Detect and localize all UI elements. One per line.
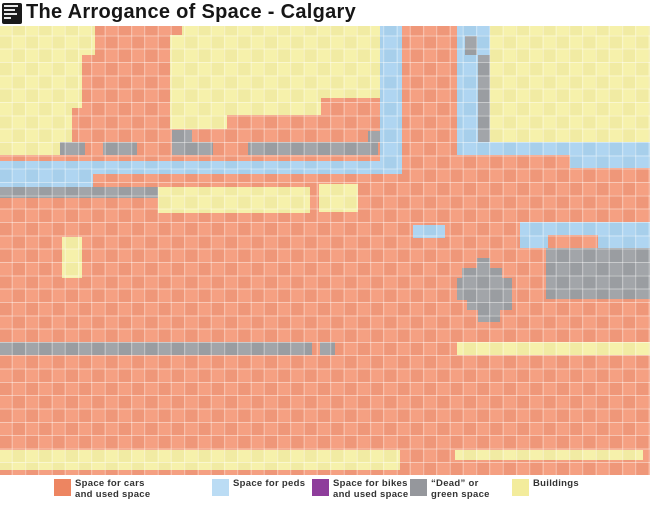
grid-rect-peds <box>598 235 650 248</box>
grid-rect-buildings <box>170 115 227 129</box>
grid-rect-buildings <box>0 142 60 155</box>
legend-label-buildings: Buildings <box>533 478 579 489</box>
grid-rect-buildings <box>0 450 400 470</box>
legend-label-bikes: Space for bikes and used space <box>333 478 409 500</box>
grid-rect-buildings <box>0 55 82 108</box>
grid-rect-buildings <box>170 35 321 115</box>
grid-rect-buildings <box>0 108 72 142</box>
legend-swatch-dead <box>410 479 427 496</box>
grid-rect-dead <box>462 268 502 278</box>
grid-rect-peds <box>0 161 402 174</box>
page-title: The Arrogance of Space - Calgary <box>26 1 357 23</box>
grid-rect-peds <box>413 225 445 238</box>
grid-rect-dead <box>172 130 192 155</box>
grid-rect-dead <box>457 278 512 300</box>
grid-rect-peds <box>0 174 93 187</box>
grid-rect-dead <box>478 55 490 142</box>
grid-rect-buildings <box>457 342 650 355</box>
legend-label-cars: Space for cars and used space <box>75 478 151 500</box>
grid-rect-dead <box>320 342 335 355</box>
legend-label-peds: Space for peds <box>233 478 306 489</box>
grid-rect-dead <box>103 142 137 155</box>
grid-rect-dead <box>192 142 213 155</box>
grid-rect-dead <box>465 36 477 55</box>
grid-rect-dead <box>478 310 500 322</box>
grid-rect-peds <box>380 22 402 162</box>
legend-swatch-peds <box>212 479 229 496</box>
header: The Arrogance of Space - Calgary <box>0 0 650 26</box>
grid-rect-peds <box>457 142 650 155</box>
legend-swatch-cars <box>54 479 71 496</box>
grid-rect-dead <box>546 248 650 299</box>
legend-swatch-buildings <box>512 479 529 496</box>
grid-rect-peds <box>520 235 548 248</box>
grid-rect-dead <box>0 342 312 355</box>
grid-rect-buildings <box>319 184 358 212</box>
grid-rect-buildings <box>0 22 95 55</box>
grid-rect-buildings <box>455 450 643 460</box>
grid-rect-buildings <box>62 237 82 278</box>
grid-rect-dead <box>368 131 380 142</box>
grid-rect-buildings <box>321 35 381 98</box>
pixel-logo-icon <box>2 3 22 24</box>
grid-rect-peds <box>520 222 650 235</box>
grid-rect-dead <box>477 258 490 268</box>
grid-rect-dead <box>248 142 378 155</box>
grid-rect-buildings <box>158 187 310 213</box>
legend-swatch-bikes <box>312 479 329 496</box>
legend-label-dead: “Dead” or green space <box>431 478 490 500</box>
grid-rect-dead <box>60 142 85 155</box>
grid-rect-buildings <box>490 22 650 142</box>
grid-rect-dead <box>0 187 158 198</box>
grid-rect-peds <box>570 155 650 168</box>
legend: Space for cars and used space Space for p… <box>0 475 650 507</box>
grid-rect-dead <box>467 300 512 310</box>
